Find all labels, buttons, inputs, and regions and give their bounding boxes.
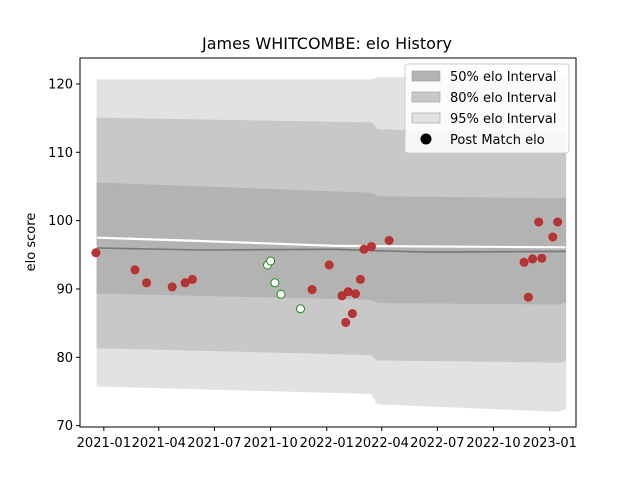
post-match-point: [142, 278, 152, 288]
post-match-point: [270, 278, 280, 288]
plot-area: [91, 77, 567, 412]
x-tick-label: 2022-04: [355, 436, 409, 451]
x-tick-label: 2021-01: [77, 436, 131, 451]
x-tick-label: 2021-07: [187, 436, 241, 451]
post-match-point: [534, 217, 544, 227]
post-match-point: [324, 260, 334, 270]
post-match-point: [266, 256, 276, 266]
y-tick-label: 70: [56, 419, 73, 434]
legend-label: Post Match elo: [450, 133, 545, 148]
post-match-point: [528, 254, 538, 264]
post-match-point: [384, 236, 394, 245]
post-match-point: [187, 274, 197, 284]
legend-swatch: [411, 70, 441, 82]
post-match-point: [167, 282, 177, 292]
post-match-point: [337, 291, 347, 301]
post-match-point: [366, 242, 376, 252]
x-tick-label: 2022-01: [300, 436, 354, 451]
post-match-point: [553, 217, 563, 227]
post-match-point: [537, 253, 547, 263]
y-axis: 70 80 90 100 110 120: [48, 77, 80, 434]
post-match-point: [341, 317, 351, 327]
post-match-point: [180, 278, 190, 288]
chart-title: James WHITCOMBE: elo History: [201, 34, 452, 53]
post-match-point: [548, 232, 558, 242]
post-match-point: [91, 248, 101, 258]
post-match-point: [307, 285, 317, 295]
elo-line-2: [97, 247, 566, 253]
band-50pct: [96, 182, 567, 305]
post-match-point: [519, 257, 529, 267]
post-match-point: [523, 292, 533, 302]
y-tick-label: 110: [48, 146, 73, 161]
x-tick-label: 2022-07: [410, 436, 464, 451]
legend: 50% elo Interval 80% elo Interval 95% elo …: [404, 63, 570, 154]
plot-frame: [79, 57, 577, 428]
x-tick-label: 2021-04: [132, 436, 186, 451]
y-axis-label: elo score: [24, 213, 39, 272]
y-tick-label: 80: [56, 351, 73, 366]
legend-swatch: [411, 91, 441, 103]
legend-label: 95% elo Interval: [450, 112, 557, 127]
post-match-point: [359, 244, 369, 254]
post-match-point: [351, 289, 360, 299]
post-match-point: [343, 287, 353, 297]
post-match-point: [130, 265, 140, 275]
elo-line-1: [97, 236, 566, 249]
x-axis: 2021-01 2021-04 2021-07 2021-10 2022-01 2022-…: [77, 427, 577, 451]
x-tick-label: 2021-10: [243, 436, 297, 451]
x-tick-label: 2022-10: [466, 436, 520, 451]
post-match-point: [296, 304, 305, 314]
legend-marker: [420, 133, 432, 145]
y-tick-label: 100: [48, 214, 73, 229]
y-tick-label: 90: [56, 282, 73, 297]
legend-box: [404, 63, 570, 154]
post-match-point: [347, 309, 357, 319]
y-tick-label: 120: [48, 77, 73, 92]
legend-swatch: [411, 112, 441, 124]
post-match-point: [355, 274, 365, 284]
x-tick-label: 2023-01: [523, 436, 577, 451]
legend-label: 50% elo Interval: [450, 70, 557, 85]
post-match-point: [276, 289, 286, 299]
legend-label: 80% elo Interval: [450, 91, 557, 106]
